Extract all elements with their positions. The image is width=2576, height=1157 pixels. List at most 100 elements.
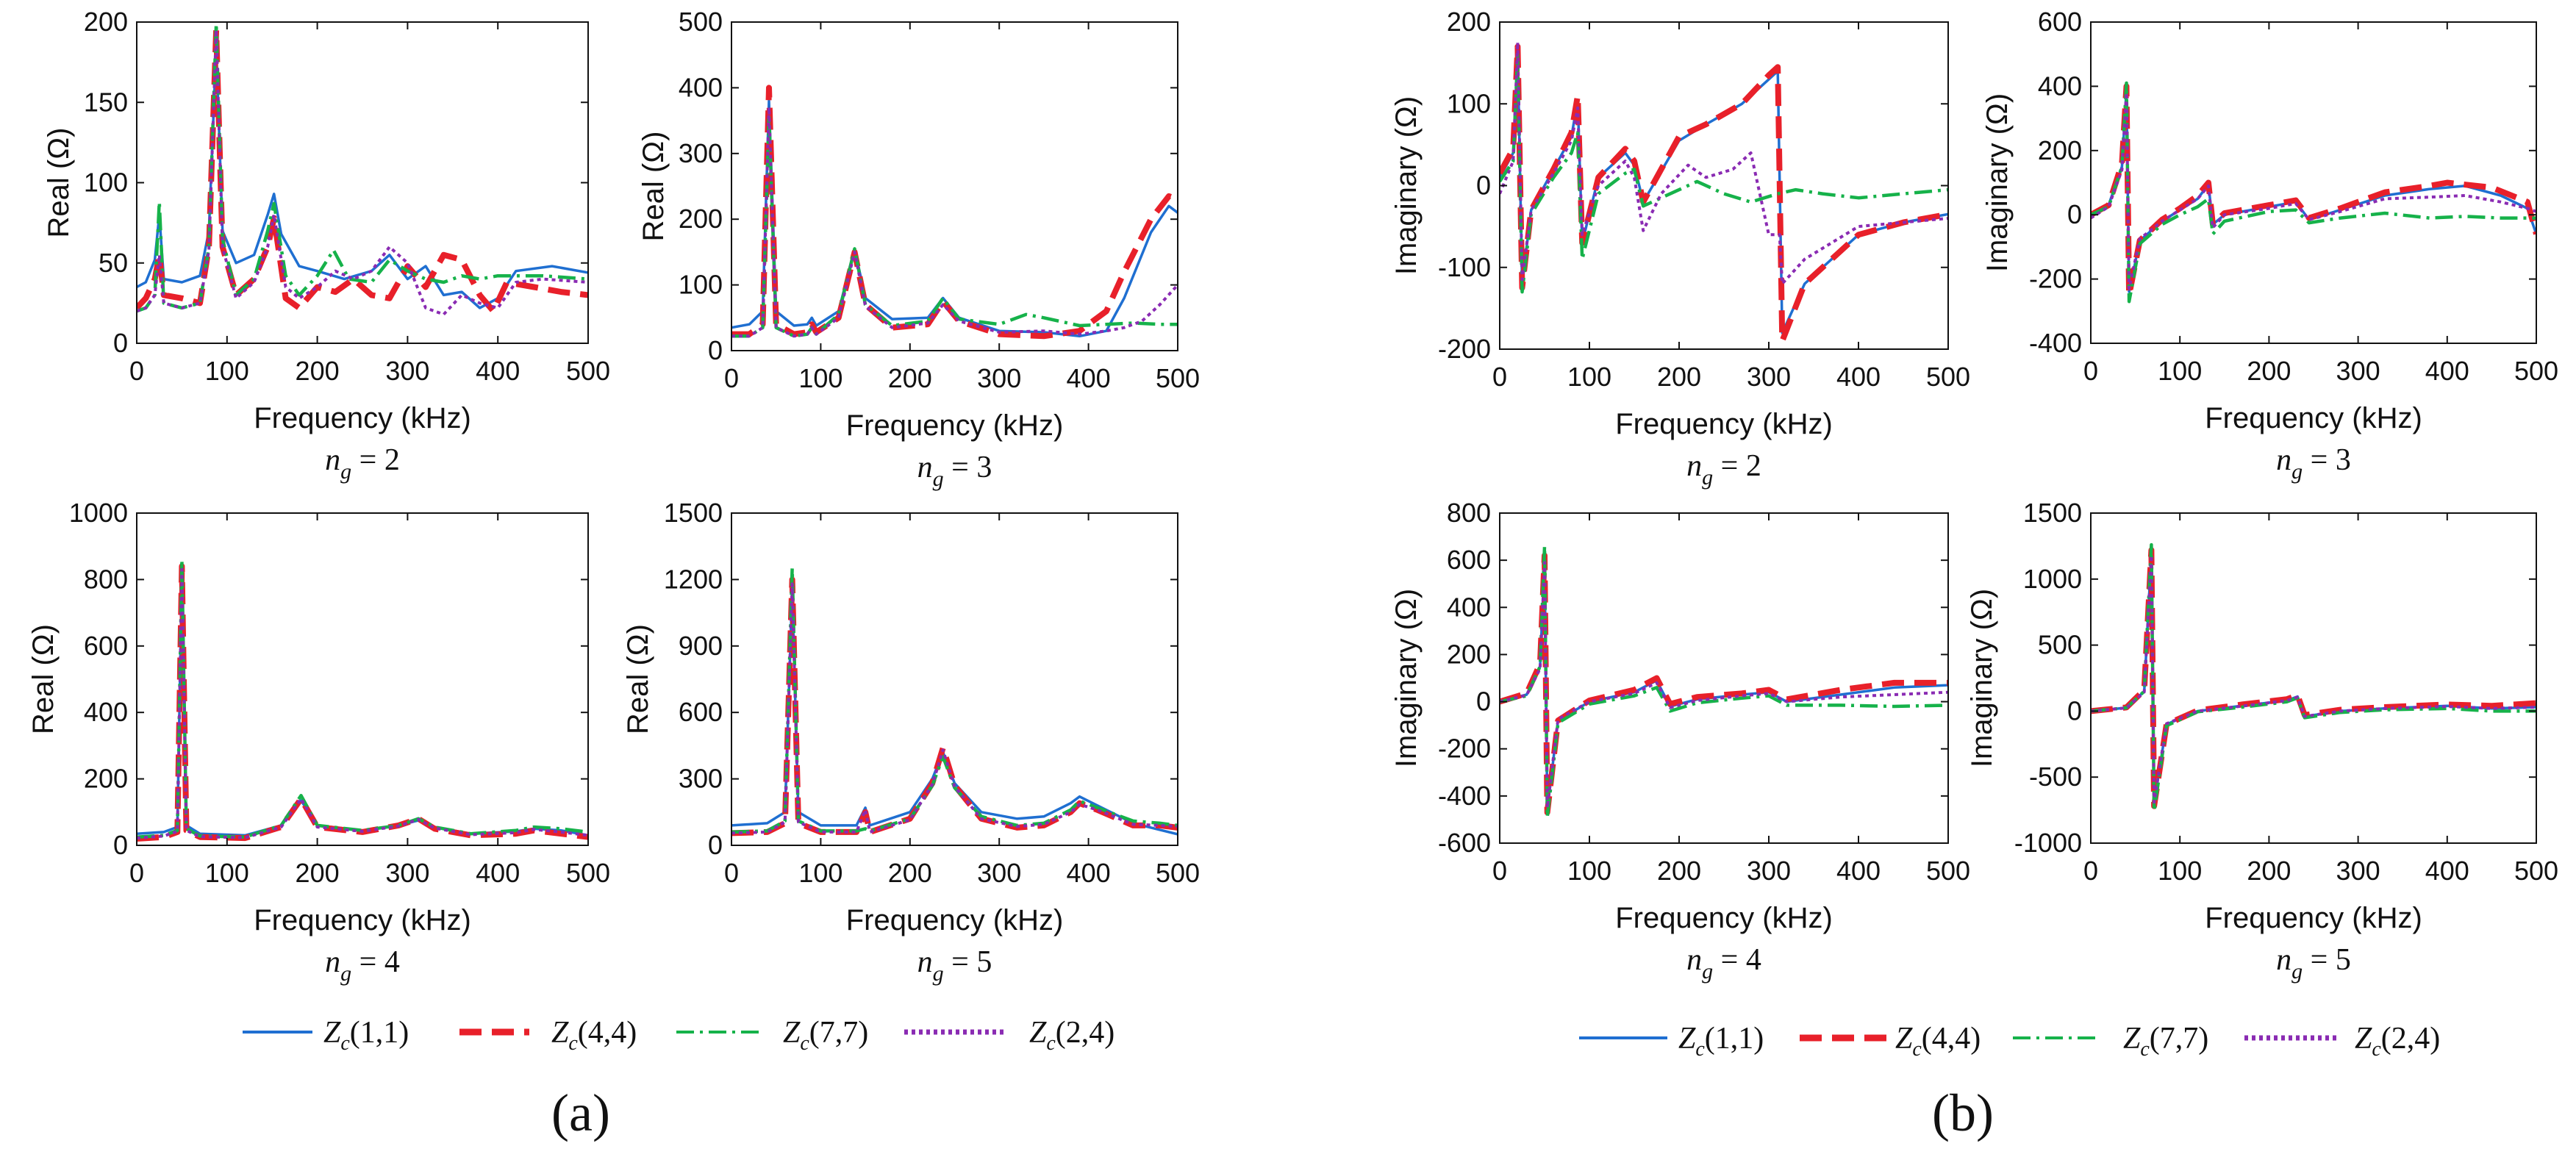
y-tick-label-a2-2: 200: [679, 204, 723, 234]
y-tick-label-a2-1: 100: [679, 270, 723, 300]
y-tick-label-b4-5: 1500: [2023, 498, 2082, 528]
y-tick-label-b1-0: -200: [1438, 334, 1491, 364]
y-tick-label-b4-3: 500: [2038, 630, 2082, 660]
y-tick-label-b2-4: 400: [2038, 71, 2082, 101]
y-axis-label-b2: Imaginary (Ω): [1981, 93, 2014, 272]
x-tick-label-b3-0: 0: [1492, 856, 1507, 886]
series-group-a4: [731, 567, 1178, 837]
chart-b2: 0 100 200 300 400 500 -400 -200 0 200 400 600 Freque…: [1981, 7, 2558, 484]
y-tick-label-b1-1: -100: [1438, 252, 1491, 282]
x-tick-label-a4-1: 100: [798, 858, 842, 888]
y-tick-label-a4-2: 600: [679, 697, 723, 727]
x-tick-label-a4-5: 500: [1156, 858, 1200, 888]
x-tick-label-a1-1: 100: [205, 356, 249, 386]
y-tick-label-b1-4: 200: [1447, 7, 1491, 37]
y-tick-label-a1-0: 0: [113, 328, 128, 358]
legend-b-item-3: Zc(2,4): [2244, 1022, 2440, 1061]
series-line-b2-s24: [2091, 91, 2536, 290]
y-tick-label-b3-5: 400: [1447, 592, 1491, 622]
x-axis-label-a2: Frequency (kHz): [846, 409, 1064, 442]
y-tick-label-a1-4: 200: [84, 7, 128, 37]
x-tick-label-a4-4: 400: [1067, 858, 1111, 888]
series-line-a3-s77: [137, 558, 588, 839]
x-tick-label-a2-1: 100: [798, 363, 842, 393]
subplot-caption-b4: ng = 5: [2276, 943, 2351, 984]
x-tick-label-b3-4: 400: [1836, 856, 1881, 886]
plot-frame-b2: [2090, 21, 2537, 344]
x-tick-label-b4-3: 300: [2336, 856, 2380, 886]
series-group-a2: [731, 85, 1178, 340]
series-line-a1-s44: [137, 26, 588, 315]
y-tick-label-b2-2: 0: [2067, 199, 2082, 229]
y-tick-label-b4-0: -1000: [2014, 828, 2082, 858]
series-line-b4-s24: [2091, 554, 2536, 804]
y-axis-label-b3: Imaginary (Ω): [1390, 589, 1423, 767]
x-tick-label-a1-2: 200: [296, 356, 340, 386]
legend-b-item-0: Zc(1,1): [1579, 1022, 1764, 1061]
x-tick-label-b3-1: 100: [1567, 856, 1611, 886]
x-tick-label-b2-4: 400: [2425, 356, 2469, 386]
legend-a-item-1: Zc(4,4): [459, 1016, 637, 1055]
legend-b-label-1: Zc(4,4): [1895, 1022, 1981, 1061]
x-tick-label-b4-1: 100: [2158, 856, 2202, 886]
x-tick-label-a3-0: 0: [129, 858, 144, 888]
y-tick-label-a4-5: 1500: [664, 498, 723, 528]
legend-a-label-3: Zc(2,4): [1029, 1016, 1115, 1055]
x-axis-label-a4: Frequency (kHz): [846, 904, 1064, 936]
plot-frame-a4: [731, 512, 1178, 846]
legend-b: Zc(1,1) Zc(4,4) Zc(7,7) Zc(2,4): [1579, 1022, 2440, 1061]
series-group-a1: [137, 22, 588, 316]
y-tick-label-b4-4: 1000: [2023, 564, 2082, 594]
x-tick-label-a2-3: 300: [977, 363, 1021, 393]
x-axis-label-b4: Frequency (kHz): [2205, 902, 2422, 934]
y-tick-label-a4-1: 300: [679, 764, 723, 794]
y-tick-label-a2-0: 0: [708, 335, 723, 365]
y-tick-label-b2-1: -200: [2029, 264, 2082, 294]
x-tick-label-a1-5: 500: [566, 356, 610, 386]
x-axis-label-b3: Frequency (kHz): [1615, 902, 1833, 934]
x-tick-label-b4-4: 400: [2425, 856, 2469, 886]
x-tick-label-b1-2: 200: [1657, 362, 1701, 392]
x-tick-label-a3-5: 500: [566, 858, 610, 888]
series-group-b1: [1500, 40, 1948, 344]
y-tick-label-a3-1: 200: [84, 764, 128, 794]
x-tick-label-b4-0: 0: [2083, 856, 2098, 886]
plot-frame-a2: [731, 21, 1178, 351]
legend-a-item-3: Zc(2,4): [904, 1016, 1115, 1055]
chart-a3: 0 100 200 300 400 500 0 200 400 600 800 1000 Frequen…: [27, 498, 610, 986]
subplot-caption-b2: ng = 3: [2276, 443, 2351, 484]
subplot-caption-b1: ng = 2: [1686, 449, 1761, 490]
series-group-a3: [137, 558, 588, 842]
x-tick-label-a3-4: 400: [476, 858, 520, 888]
y-tick-label-b3-2: -200: [1438, 734, 1491, 764]
x-tick-label-b2-3: 300: [2336, 356, 2380, 386]
x-axis-label-b1: Frequency (kHz): [1615, 408, 1833, 440]
panel-label-a: (a): [551, 1083, 610, 1142]
series-line-b3-s24: [1500, 561, 1948, 809]
x-tick-label-a3-2: 200: [296, 858, 340, 888]
subplot-caption-a2: ng = 3: [917, 451, 992, 491]
y-tick-label-a2-3: 300: [679, 138, 723, 168]
x-tick-label-b2-1: 100: [2158, 356, 2202, 386]
y-axis-label-a4: Real (Ω): [622, 624, 654, 734]
y-tick-label-b2-5: 600: [2038, 7, 2082, 37]
y-tick-label-b3-7: 800: [1447, 498, 1491, 528]
y-tick-label-b3-6: 600: [1447, 545, 1491, 575]
legend-a-item-0: Zc(1,1): [243, 1016, 409, 1055]
y-tick-label-a2-4: 400: [679, 72, 723, 102]
legend-b-label-3: Zc(2,4): [2355, 1022, 2440, 1061]
y-tick-label-b3-4: 200: [1447, 639, 1491, 669]
x-tick-label-a1-3: 300: [385, 356, 429, 386]
y-tick-label-a3-2: 400: [84, 697, 128, 727]
x-tick-label-a1-0: 0: [129, 356, 144, 386]
y-tick-label-b3-1: -400: [1438, 781, 1491, 811]
y-tick-label-a4-4: 1200: [664, 564, 723, 594]
x-tick-label-b4-5: 500: [2514, 856, 2558, 886]
chart-b3: 0 100 200 300 400 500 -600 -400 -200 0 200 400 600 80…: [1390, 498, 1970, 984]
x-tick-label-a2-5: 500: [1156, 363, 1200, 393]
y-tick-label-a1-1: 50: [99, 248, 128, 278]
x-tick-label-b1-5: 500: [1926, 362, 1970, 392]
series-line-a2-s77: [731, 112, 1178, 338]
x-tick-label-b2-0: 0: [2083, 356, 2098, 386]
x-tick-label-b1-0: 0: [1492, 362, 1507, 392]
